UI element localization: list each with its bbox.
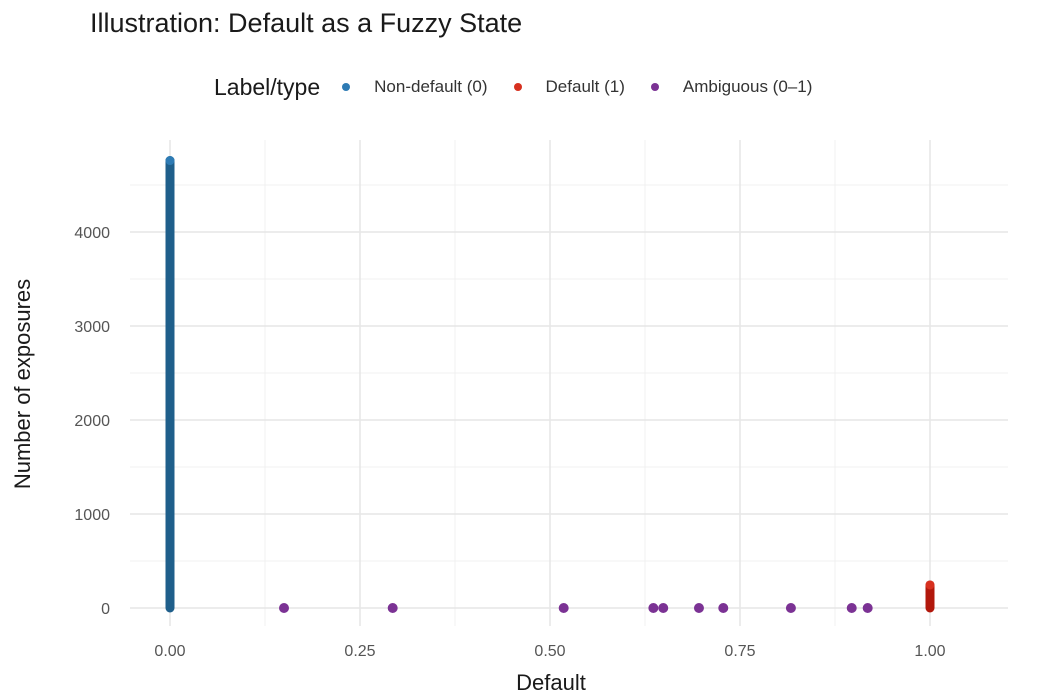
legend-item-default: Default (1) — [513, 77, 625, 97]
legend: Label/type Non-default (0) Default (1) A… — [214, 70, 838, 104]
y-tick-label: 0 — [101, 601, 110, 618]
legend-dot-icon — [513, 83, 522, 91]
chart-title: Illustration: Default as a Fuzzy State — [90, 8, 523, 38]
legend-label: Default (1) — [545, 77, 625, 96]
gridlines — [130, 140, 1008, 626]
data-point — [279, 603, 289, 613]
y-tick-label: 1000 — [74, 507, 110, 524]
x-axis-ticks: 0.00 0.25 0.50 0.75 1.00 — [154, 643, 945, 660]
data-point — [846, 603, 857, 613]
top-point — [165, 156, 175, 166]
top-point — [925, 580, 935, 590]
data-point — [785, 603, 796, 613]
y-axis-ticks: 0 1000 2000 3000 4000 — [74, 225, 110, 618]
x-tick-label: 0.25 — [344, 643, 375, 660]
data-point — [693, 603, 704, 613]
x-axis-title: Default — [516, 670, 586, 695]
data-point — [648, 603, 659, 613]
legend-dot-icon — [342, 83, 351, 91]
data-point — [862, 603, 873, 613]
y-tick-label: 4000 — [74, 225, 110, 242]
x-tick-label: 0.00 — [154, 643, 185, 660]
legend-item-ambiguous: Ambiguous (0–1) — [650, 77, 813, 97]
legend-item-non-default: Non-default (0) — [342, 77, 488, 97]
legend-label: Ambiguous (0–1) — [682, 77, 813, 96]
y-axis-title: Number of exposures — [10, 279, 35, 489]
legend-title: Label/type — [214, 73, 321, 100]
legend-dot-icon — [650, 83, 659, 91]
legend-label: Non-default (0) — [374, 77, 488, 96]
data-point — [387, 603, 398, 613]
data-point — [558, 603, 569, 613]
x-tick-label: 0.75 — [724, 643, 755, 660]
x-tick-label: 1.00 — [914, 643, 945, 660]
data-point — [658, 603, 669, 613]
y-tick-label: 2000 — [74, 413, 110, 430]
data-point — [718, 603, 729, 613]
data-points — [165, 156, 935, 613]
x-tick-label: 0.50 — [534, 643, 565, 660]
y-tick-label: 3000 — [74, 319, 110, 336]
